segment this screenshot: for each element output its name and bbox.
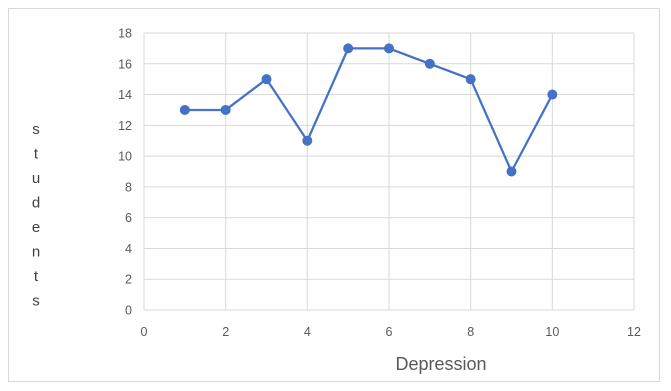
- chart-area: [8, 8, 660, 382]
- series-group: [179, 43, 558, 177]
- y-tick-label: 18: [118, 27, 132, 41]
- data-point: [547, 89, 558, 100]
- x-tick-labels: 0 2 4 6 8 10 12: [141, 325, 641, 339]
- x-tick-label: 12: [627, 325, 641, 339]
- gridlines: [143, 32, 635, 311]
- y-tick-label: 12: [118, 119, 132, 133]
- data-point: [465, 74, 476, 85]
- y-axis-title-char: s: [32, 293, 40, 310]
- series-line: [184, 47, 554, 173]
- y-tick-label: 16: [118, 57, 132, 71]
- y-tick-label: 6: [125, 211, 132, 225]
- x-tick-label: 8: [467, 325, 474, 339]
- y-tick-label: 2: [125, 273, 132, 287]
- y-axis-title-char: e: [32, 219, 40, 236]
- x-tick-label: 10: [545, 325, 559, 339]
- y-axis-title-char: t: [34, 268, 39, 285]
- y-tick-label: 14: [118, 88, 132, 102]
- y-tick-labels: 0 2 4 6 8 10 12 14 16 18: [118, 27, 132, 318]
- y-axis-title-char: d: [32, 195, 40, 212]
- data-point: [424, 58, 435, 69]
- x-tick-label: 2: [222, 325, 229, 339]
- x-tick-label: 4: [304, 325, 311, 339]
- y-tick-label: 4: [125, 242, 132, 256]
- y-tick-label: 8: [125, 180, 132, 194]
- data-point: [261, 74, 272, 85]
- data-point: [302, 135, 313, 146]
- x-axis-title: Depression: [395, 354, 486, 374]
- y-axis-title-char: t: [34, 146, 39, 163]
- data-point: [220, 104, 231, 115]
- data-point: [384, 43, 394, 54]
- data-point: [343, 43, 354, 54]
- y-axis-title-char: n: [32, 244, 40, 261]
- data-point: [506, 166, 517, 177]
- x-tick-label: 0: [141, 325, 148, 339]
- y-tick-label: 10: [118, 150, 132, 164]
- x-tick-label: 6: [386, 325, 393, 339]
- y-axis-title-char: s: [32, 121, 40, 138]
- data-point: [179, 104, 190, 115]
- y-axis-title-char: u: [32, 170, 40, 187]
- y-tick-label: 0: [125, 304, 132, 318]
